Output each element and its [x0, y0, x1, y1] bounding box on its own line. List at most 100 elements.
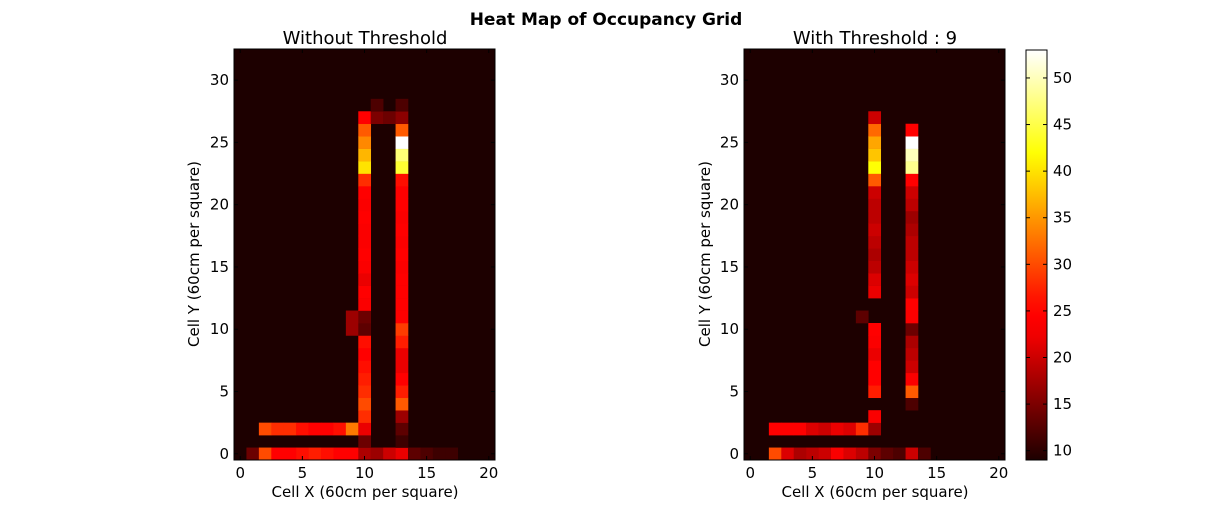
y-tick-label-with-threshold: 0 — [729, 445, 739, 463]
heatmap-cell — [345, 310, 359, 324]
heatmap-cell — [868, 210, 882, 224]
heatmap-cell — [905, 385, 919, 399]
heatmap-cell — [358, 223, 372, 237]
heatmap-cell — [768, 447, 782, 461]
y-tick-label-with-threshold: 5 — [729, 383, 739, 401]
heatmap-cell — [868, 123, 882, 137]
heatmap-cell — [308, 447, 322, 461]
x-tick-label-without-threshold: 0 — [235, 464, 245, 482]
heatmap-cell — [395, 323, 409, 336]
heatmap-cell — [395, 447, 409, 461]
heatmap-cell — [383, 447, 396, 461]
x-tick-label-without-threshold: 10 — [355, 464, 374, 482]
heatmap-cell — [868, 223, 882, 237]
heatmap-cell — [358, 410, 372, 423]
heatmap-panel-without-threshold: Without Threshold 0 5 10 15 20 0 5 10 15 20 25 30 C… — [185, 28, 498, 501]
heatmap-cell — [818, 447, 832, 461]
heatmap-cell — [345, 422, 359, 436]
x-tick-label-with-threshold: 0 — [745, 464, 755, 482]
colorbar-tick-label: 40 — [1053, 162, 1072, 180]
heatmap-cell — [395, 385, 409, 399]
y-tick-label-without-threshold: 15 — [210, 258, 229, 276]
colorbar-tick-label: 35 — [1053, 209, 1072, 227]
heatmap-cell — [905, 223, 919, 237]
heatmap-cell — [855, 422, 869, 436]
heatmap-cell — [868, 198, 882, 212]
heatmap-cell — [868, 347, 882, 361]
heatmap-cell — [333, 447, 347, 461]
heatmap-cell — [358, 397, 372, 411]
colorbar-tick-label: 20 — [1053, 349, 1072, 367]
heatmap-cell — [358, 161, 372, 174]
heatmap-cell — [358, 360, 372, 374]
heatmap-cell — [868, 148, 882, 162]
heatmap-cell — [868, 235, 882, 249]
heatmap-cells-without-threshold — [246, 98, 459, 461]
heatmap-cell — [283, 447, 297, 461]
heatmap-cell — [395, 397, 409, 411]
y-tick-label-with-threshold: 10 — [720, 320, 739, 338]
x-tick-label-without-threshold: 5 — [298, 464, 308, 482]
heatmap-cell — [395, 198, 409, 212]
heatmap-cell — [358, 210, 372, 224]
heatmap-cell — [395, 410, 409, 423]
heatmap-cell — [395, 347, 409, 361]
heatmap-cell — [868, 186, 882, 199]
y-tick-label-with-threshold: 25 — [720, 133, 739, 151]
heatmap-cell — [806, 422, 819, 436]
heatmap-cell — [918, 447, 931, 461]
heatmap-cell — [868, 111, 882, 125]
y-tick-label-without-threshold: 30 — [210, 71, 229, 89]
heatmap-cell — [358, 435, 372, 448]
heatmap-cell — [855, 310, 869, 324]
heatmap-cell — [321, 447, 334, 461]
heatmap-cell — [868, 385, 882, 399]
heatmap-cell — [868, 447, 882, 461]
colorbar-tick-label: 15 — [1053, 395, 1072, 413]
heatmap-cell — [905, 248, 919, 262]
heatmap-cell — [333, 422, 347, 436]
y-tick-label-without-threshold: 0 — [219, 445, 229, 463]
heatmap-cell — [905, 161, 919, 174]
heatmap-cell — [271, 447, 285, 461]
heatmap-cell — [868, 422, 882, 436]
colorbar-gradient — [1025, 49, 1048, 461]
heatmap-cell — [880, 447, 894, 461]
heatmap-cell — [358, 123, 372, 137]
heatmap-cell — [395, 435, 409, 448]
heatmap-cell — [905, 447, 919, 461]
colorbar-tick-label: 25 — [1053, 302, 1072, 320]
y-axis-label-without-threshold: Cell Y (60cm per square) — [185, 161, 203, 347]
heatmap-cell — [905, 198, 919, 212]
figure-title: Heat Map of Occupancy Grid — [470, 10, 743, 30]
heatmap-cell — [395, 273, 409, 286]
heatmap-cell — [358, 323, 372, 336]
heatmap-cell — [395, 298, 409, 311]
heatmap-cell — [768, 422, 782, 436]
heatmap-cell — [395, 210, 409, 224]
heatmap-cell — [408, 447, 421, 461]
heatmap-cell — [321, 422, 334, 436]
heatmap-cell — [308, 422, 322, 436]
heatmap-cell — [358, 186, 372, 199]
heatmap-cell — [905, 360, 919, 374]
heatmap-cell — [258, 447, 272, 461]
heatmap-cell — [793, 422, 807, 436]
heatmap-cell — [358, 273, 372, 286]
heatmap-cell — [358, 111, 372, 125]
heatmap-cell — [905, 173, 919, 187]
x-axis-label-without-threshold: Cell X (60cm per square) — [271, 483, 458, 501]
heatmap-cell — [781, 447, 795, 461]
heatmap-cell — [905, 335, 919, 349]
heatmap-cell — [395, 372, 409, 386]
heatmap-cell — [793, 447, 807, 461]
heatmap-cell — [345, 323, 359, 336]
y-tick-label-with-threshold: 30 — [720, 71, 739, 89]
heatmap-cell — [395, 136, 409, 149]
heatmap-cell — [905, 372, 919, 386]
heatmap-cell — [905, 260, 919, 274]
heatmap-cell — [905, 397, 919, 411]
axis-ticks-with-threshold: 0 5 10 15 20 0 5 10 15 20 25 30 — [720, 49, 1008, 482]
y-tick-label-without-threshold: 5 — [219, 383, 229, 401]
heatmap-cell — [905, 285, 919, 299]
